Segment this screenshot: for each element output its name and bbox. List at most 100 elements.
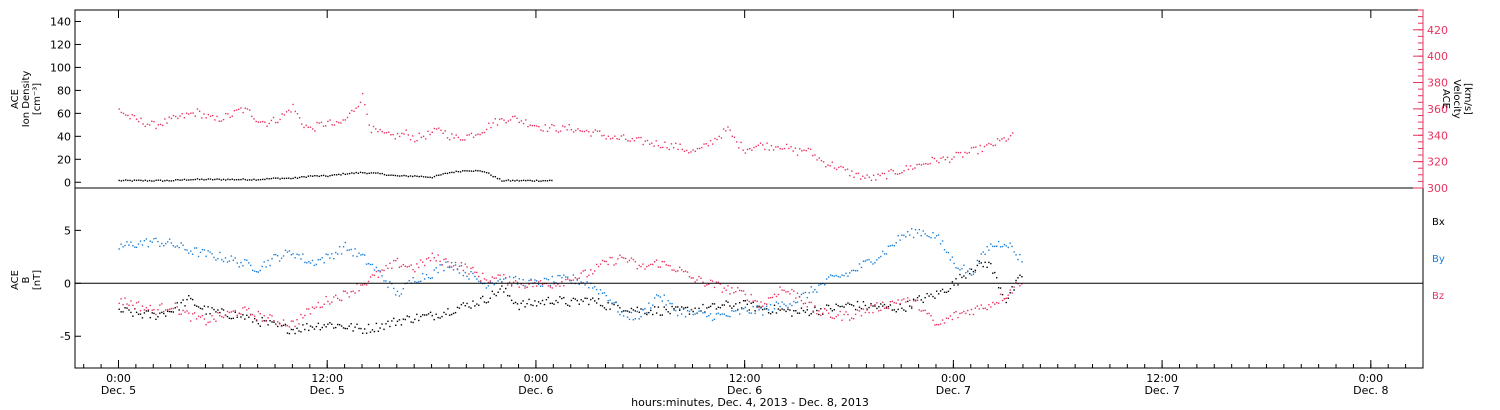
b-bx-point xyxy=(423,314,426,316)
b-by-point xyxy=(959,269,961,271)
b-bx-point xyxy=(410,321,412,323)
b-bx-point xyxy=(1001,293,1004,296)
b-bz-point xyxy=(652,263,654,266)
velocity-point xyxy=(227,113,229,115)
velocity-point xyxy=(790,146,792,148)
b-bz-point xyxy=(205,323,207,326)
b-bx-point xyxy=(849,303,851,306)
b-bz-point xyxy=(678,266,681,268)
b-bz-point xyxy=(812,310,814,312)
velocity-point xyxy=(414,140,416,143)
velocity-point xyxy=(959,151,962,154)
b-by-point xyxy=(232,259,235,261)
b-bx-point xyxy=(783,309,785,311)
ion-density-tick-label: 120 xyxy=(50,38,71,51)
b-bz-point xyxy=(381,269,383,271)
b-bx-point xyxy=(317,322,320,325)
b-bz-point xyxy=(994,303,996,305)
velocity-point xyxy=(720,137,723,139)
b-bx-point xyxy=(630,307,633,310)
b-bx-point xyxy=(385,323,387,325)
velocity-point xyxy=(216,115,218,118)
b-by-point xyxy=(557,274,559,277)
velocity-point xyxy=(751,149,753,151)
b-bz-point xyxy=(166,308,169,311)
velocity-point xyxy=(746,148,749,151)
velocity-point xyxy=(261,120,264,123)
b-bx-point xyxy=(286,332,289,334)
b-by-point xyxy=(690,309,693,311)
velocity-point xyxy=(322,125,325,127)
velocity-point xyxy=(614,135,616,137)
velocity-point xyxy=(918,163,920,165)
b-bz-point xyxy=(680,269,683,271)
b-by-point xyxy=(914,228,917,231)
density-point xyxy=(525,179,527,182)
velocity-point xyxy=(422,135,425,138)
b-bz-point xyxy=(752,300,754,302)
b-bx-point xyxy=(843,306,845,308)
b-by-point xyxy=(980,253,982,255)
b-bz-point xyxy=(850,317,853,319)
b-bz-point xyxy=(159,304,161,306)
b-by-point xyxy=(308,261,310,263)
b-bx-point xyxy=(389,325,391,328)
b-bz-point xyxy=(783,289,785,292)
b-bx-point xyxy=(652,313,654,316)
velocity-point xyxy=(753,146,755,149)
density-point xyxy=(520,179,523,182)
density-point xyxy=(231,178,233,180)
velocity-point xyxy=(288,109,290,112)
b-bx-point xyxy=(120,311,122,313)
b-bx-point xyxy=(122,311,124,313)
velocity-point xyxy=(835,168,838,171)
b-bz-point xyxy=(335,294,337,297)
b-bx-point xyxy=(255,320,258,322)
velocity-point xyxy=(909,165,912,167)
b-bx-point xyxy=(827,304,830,307)
b-bx-point xyxy=(321,326,323,329)
b-bz-point xyxy=(236,314,238,317)
b-bz-point xyxy=(669,265,671,267)
density-point xyxy=(370,172,373,174)
b-bx-point xyxy=(719,307,722,309)
density-point xyxy=(344,173,346,176)
density-point xyxy=(459,171,462,173)
b-by-point xyxy=(217,257,219,260)
b-bz-point xyxy=(895,302,897,304)
b-by-point xyxy=(259,269,261,272)
density-point xyxy=(418,175,420,178)
b-bx-point xyxy=(918,295,920,297)
velocity-point xyxy=(607,135,610,137)
b-bz-point xyxy=(406,266,408,268)
b-bz-point xyxy=(174,302,176,304)
b-bz-point xyxy=(953,311,955,314)
b-bx-point xyxy=(584,297,586,299)
b-bx-point xyxy=(926,292,928,295)
b-bx-point xyxy=(165,315,167,317)
b-bx-point xyxy=(733,305,735,307)
velocity-point xyxy=(566,129,568,131)
velocity-point xyxy=(755,145,757,148)
b-bz-point xyxy=(443,258,445,261)
b-by-point xyxy=(396,290,399,293)
b-bz-point xyxy=(563,284,565,287)
b-by-point xyxy=(572,274,575,276)
b-bx-point xyxy=(215,311,217,313)
b-bx-point xyxy=(336,323,339,326)
velocity-point xyxy=(529,124,531,126)
density-point xyxy=(359,171,362,174)
density-point xyxy=(157,179,160,181)
b-bx-point xyxy=(302,324,304,326)
b-bz-point xyxy=(383,269,385,272)
b-bz-point xyxy=(327,300,329,303)
density-point xyxy=(140,179,142,182)
b-bz-point xyxy=(487,281,490,284)
b-by-point xyxy=(447,266,449,268)
b-bx-point xyxy=(248,316,250,318)
velocity-point xyxy=(953,156,955,158)
b-by-point xyxy=(561,276,563,279)
velocity-point xyxy=(783,147,786,150)
velocity-point xyxy=(325,125,327,127)
b-bx-point xyxy=(234,311,236,313)
